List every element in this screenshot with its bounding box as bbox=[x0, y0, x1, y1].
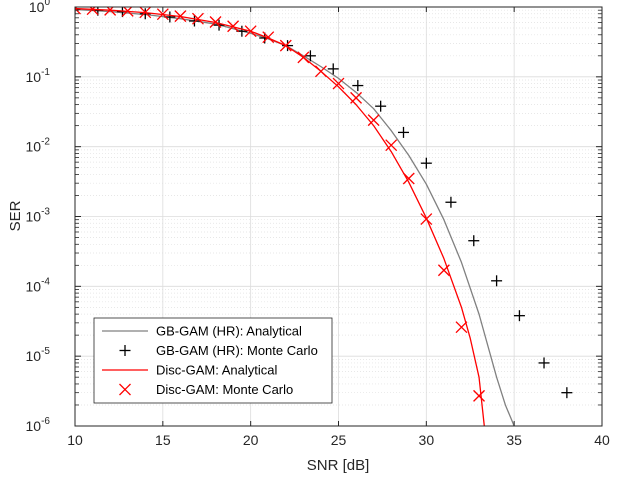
data-point-disc-gam-monte-carlo bbox=[104, 7, 117, 16]
legend-item-gb-gam-hr-monte-carlo: GB-GAM (HR): Monte Carlo bbox=[119, 343, 318, 358]
legend-label: Disc-GAM: Analytical bbox=[156, 363, 277, 378]
data-point-gb-gam-hr-monte-carlo bbox=[352, 80, 364, 92]
series-layer bbox=[75, 7, 573, 426]
data-point-disc-gam-monte-carlo bbox=[244, 25, 257, 38]
legend-label: GB-GAM (HR): Analytical bbox=[156, 324, 302, 339]
legend-item-gb-gam-hr-analytical: GB-GAM (HR): Analytical bbox=[102, 324, 302, 339]
data-point-gb-gam-hr-monte-carlo bbox=[468, 235, 480, 247]
legend-item-disc-gam-analytical: Disc-GAM: Analytical bbox=[102, 363, 277, 378]
data-point-disc-gam-monte-carlo bbox=[332, 77, 345, 90]
data-point-gb-gam-hr-monte-carlo bbox=[561, 387, 573, 399]
data-point-gb-gam-hr-monte-carlo bbox=[445, 196, 457, 208]
data-point-gb-gam-hr-monte-carlo bbox=[327, 63, 339, 75]
legend-swatch bbox=[119, 383, 131, 396]
legend-box bbox=[93, 317, 333, 404]
data-point-gb-gam-hr-monte-carlo bbox=[538, 357, 550, 369]
data-point-disc-gam-monte-carlo bbox=[350, 91, 363, 104]
legend-label: GB-GAM (HR): Monte Carlo bbox=[156, 343, 318, 358]
data-point-disc-gam-monte-carlo bbox=[455, 321, 468, 334]
x-tick-label: 15 bbox=[155, 432, 171, 448]
data-point-disc-gam-monte-carlo bbox=[174, 10, 187, 23]
data-point-disc-gam-monte-carlo bbox=[437, 264, 450, 277]
data-point-gb-gam-hr-monte-carlo bbox=[304, 50, 316, 62]
data-point-disc-gam-monte-carlo bbox=[385, 139, 398, 152]
y-tick-label: 100 bbox=[29, 0, 51, 15]
x-tick-labels: 10 15 20 25 30 35 40 bbox=[67, 432, 610, 448]
data-point-disc-gam-monte-carlo bbox=[279, 39, 292, 52]
y-axis-label: SER bbox=[7, 200, 24, 231]
data-point-gb-gam-hr-monte-carlo bbox=[397, 126, 409, 138]
data-point-disc-gam-monte-carlo bbox=[86, 7, 99, 16]
data-point-disc-gam-monte-carlo bbox=[473, 389, 485, 402]
axis-ticks bbox=[74, 6, 603, 427]
legend-item-disc-gam-monte-carlo: Disc-GAM: Monte Carlo bbox=[119, 382, 293, 397]
x-tick-label: 30 bbox=[419, 432, 435, 448]
data-point-disc-gam-monte-carlo bbox=[402, 172, 415, 185]
series-line-gb-gam-hr-analytical bbox=[75, 8, 515, 426]
data-point-gb-gam-hr-monte-carlo bbox=[420, 157, 432, 169]
data-point-gb-gam-hr-monte-carlo bbox=[139, 8, 151, 20]
data-point-disc-gam-monte-carlo bbox=[139, 7, 152, 19]
y-tick-labels: 10-6 10-5 10-4 10-3 10-2 10-1 100 bbox=[26, 0, 51, 434]
data-point-disc-gam-monte-carlo bbox=[262, 31, 275, 44]
x-tick-label: 25 bbox=[331, 432, 347, 448]
series-line-disc-gam-analytical bbox=[75, 7, 485, 426]
x-tick-label: 20 bbox=[243, 432, 259, 448]
x-tick-label: 40 bbox=[594, 432, 610, 448]
x-tick-label: 35 bbox=[506, 432, 522, 448]
legend-swatch bbox=[119, 345, 131, 356]
data-point-gb-gam-hr-monte-carlo bbox=[188, 15, 200, 27]
data-point-disc-gam-monte-carlo bbox=[156, 8, 169, 21]
data-point-gb-gam-hr-monte-carlo bbox=[513, 310, 525, 322]
data-point-disc-gam-monte-carlo bbox=[367, 114, 380, 127]
data-point-disc-gam-monte-carlo bbox=[209, 16, 222, 28]
data-point-disc-gam-monte-carlo bbox=[297, 51, 310, 64]
y-tick-label: 10-3 bbox=[26, 207, 51, 225]
data-point-disc-gam-monte-carlo bbox=[227, 20, 240, 33]
data-point-disc-gam-monte-carlo bbox=[314, 65, 327, 78]
x-axis-label: SNR [dB] bbox=[307, 457, 370, 474]
data-point-gb-gam-hr-monte-carlo bbox=[282, 40, 294, 52]
y-tick-label: 10-1 bbox=[26, 67, 51, 85]
legend: GB-GAM (HR): Analytical GB-GAM (HR): Mont… bbox=[93, 317, 333, 404]
x-tick-label: 10 bbox=[67, 432, 83, 448]
data-point-disc-gam-monte-carlo bbox=[192, 12, 204, 25]
y-tick-label: 10-5 bbox=[26, 346, 51, 364]
data-point-disc-gam-monte-carlo bbox=[75, 7, 81, 15]
data-point-disc-gam-monte-carlo bbox=[420, 213, 433, 225]
y-tick-label: 10-2 bbox=[26, 137, 51, 155]
y-tick-label: 10-4 bbox=[26, 276, 51, 294]
data-point-gb-gam-hr-monte-carlo bbox=[375, 100, 387, 112]
y-tick-label: 10-6 bbox=[26, 416, 51, 434]
data-point-gb-gam-hr-monte-carlo bbox=[491, 275, 503, 287]
legend-label: Disc-GAM: Monte Carlo bbox=[156, 382, 293, 397]
